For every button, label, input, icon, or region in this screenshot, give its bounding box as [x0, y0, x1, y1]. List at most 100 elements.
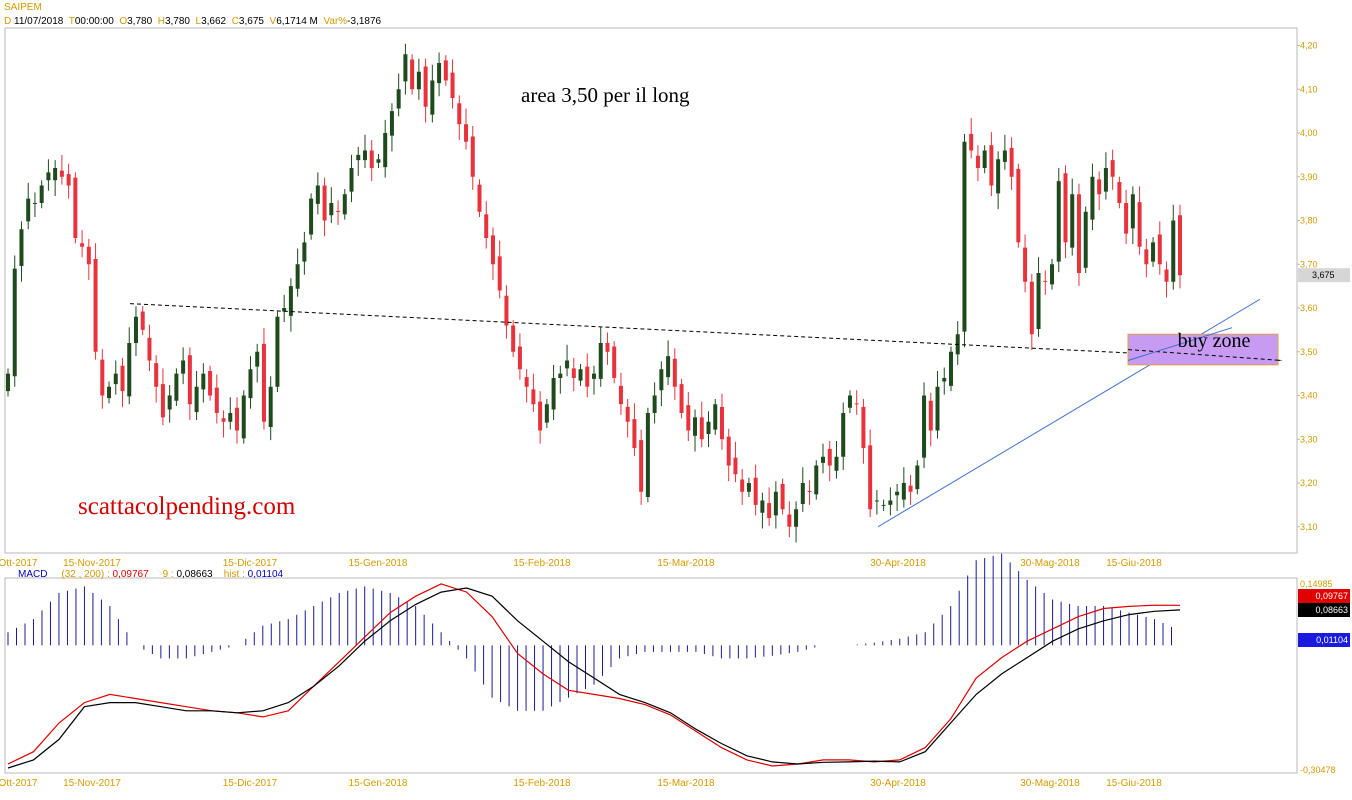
candle-body	[1043, 280, 1048, 282]
candle	[410, 54, 415, 95]
candle-body	[39, 185, 44, 203]
low-value: 3,662	[201, 16, 227, 27]
candle	[612, 341, 617, 384]
candle	[625, 399, 630, 438]
candle-body	[814, 465, 819, 495]
ohlc-readout: D 11/07/2018 T00:00:00 O3,780 H3,780 L3,…	[4, 16, 381, 27]
candle-body	[975, 155, 980, 168]
x-tick-label: 15-Mar-2018	[657, 558, 715, 569]
candle-body	[787, 514, 792, 527]
candle-body	[1117, 182, 1122, 203]
candle-body	[32, 203, 37, 204]
candle	[1050, 259, 1055, 290]
candle-body	[19, 229, 24, 266]
x-tick-label: 15-Giu-2018	[1106, 558, 1162, 569]
candle-body	[403, 54, 408, 82]
candle-body	[356, 154, 361, 161]
candle	[174, 368, 179, 406]
candle-body	[174, 373, 179, 401]
candle-body	[726, 436, 731, 466]
candle	[652, 382, 657, 424]
candle-body	[881, 504, 886, 506]
candle-body	[1076, 194, 1081, 273]
candle-body	[1151, 242, 1156, 262]
candle-body	[706, 421, 711, 434]
candle-body	[746, 483, 751, 492]
candle	[208, 365, 213, 401]
x-tick-label: 15-Gen-2018	[349, 778, 408, 789]
candle	[773, 481, 778, 529]
candle	[1009, 137, 1014, 190]
candle-body	[1157, 234, 1162, 265]
candle	[302, 231, 307, 275]
candle-body	[342, 194, 347, 215]
candle-body	[349, 168, 354, 192]
candle	[396, 73, 401, 117]
candle	[948, 346, 953, 392]
candle-body	[12, 268, 17, 377]
candle	[551, 364, 556, 420]
candle-body	[53, 168, 58, 181]
x-tick-label: 15-Gen-2018	[349, 558, 408, 569]
price-panel-frame	[4, 27, 1298, 554]
candle-body	[1164, 269, 1169, 282]
macd-name: MACD	[18, 569, 48, 580]
signal-line	[7, 587, 1181, 769]
candle	[282, 294, 287, 322]
candle	[753, 464, 758, 516]
candle-body	[261, 343, 266, 422]
candle	[93, 243, 98, 360]
candle	[127, 327, 132, 405]
candle	[760, 492, 765, 529]
candle	[538, 391, 543, 444]
candle	[719, 393, 724, 450]
candle	[248, 356, 253, 409]
low-key: L	[195, 16, 202, 27]
candle	[827, 441, 832, 482]
candle-body	[194, 386, 199, 413]
candle	[369, 140, 374, 182]
candle-body	[948, 351, 953, 386]
open-key: O	[119, 16, 128, 27]
candle	[1056, 168, 1061, 273]
y-tick-label: 3,90	[1300, 172, 1318, 182]
candle	[666, 340, 671, 385]
candle	[1043, 270, 1048, 295]
candle-body	[666, 356, 671, 378]
y-tick-label: 4,10	[1300, 84, 1318, 94]
candle	[430, 64, 435, 123]
candle-body	[443, 60, 448, 81]
candle-body	[120, 365, 125, 392]
candle-body	[935, 386, 940, 431]
close-value: 3,675	[238, 16, 264, 27]
candle	[120, 357, 125, 407]
y-tick-label: 3,10	[1300, 522, 1318, 532]
candle	[989, 132, 994, 196]
candle-body	[255, 351, 260, 367]
candle	[133, 306, 138, 357]
candle-body	[1130, 194, 1135, 229]
candle-body	[639, 440, 644, 492]
x-tick-label: 15-Feb-2018	[513, 558, 571, 569]
candle	[235, 397, 240, 444]
macd-value-box	[1298, 589, 1350, 603]
macd-line	[7, 583, 1181, 767]
candle-body	[531, 389, 536, 405]
candle	[315, 172, 320, 215]
candle-body	[470, 136, 475, 177]
date-value: 11/07/2018	[14, 16, 64, 27]
time-key: T	[68, 16, 75, 27]
candle	[1002, 134, 1007, 170]
candle	[73, 172, 78, 244]
candle-body	[147, 337, 152, 361]
candle-body	[585, 366, 590, 387]
candle	[787, 501, 792, 538]
support-dashed-line-overlay	[1127, 349, 1283, 361]
candle-body	[719, 406, 724, 440]
candle-body	[1144, 249, 1149, 265]
candle-body	[113, 373, 118, 385]
candle	[511, 320, 516, 357]
candle	[288, 278, 293, 332]
candle	[847, 390, 852, 413]
candle	[228, 397, 233, 430]
